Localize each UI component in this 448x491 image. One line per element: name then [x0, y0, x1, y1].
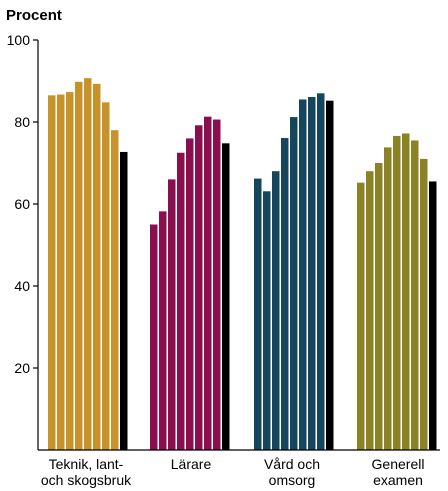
bar	[177, 152, 185, 450]
bar-group	[254, 93, 334, 451]
bar-group	[357, 133, 437, 451]
bar	[308, 96, 316, 451]
bar	[57, 94, 65, 450]
bar	[213, 119, 221, 450]
category-labels: Teknik, lant-och skogsbruk Lärare Vård och…	[41, 456, 425, 488]
y-tick-label: 40	[14, 278, 30, 294]
category-label: examen	[373, 472, 423, 488]
y-tick-label: 60	[14, 196, 30, 212]
bar	[102, 102, 110, 450]
bar	[420, 158, 428, 450]
y-unit-label: Procent	[6, 7, 62, 24]
bars	[48, 78, 437, 451]
bar	[384, 147, 392, 451]
bar	[366, 171, 374, 450]
bar	[66, 92, 74, 450]
bar-group	[150, 116, 230, 451]
bar	[48, 95, 56, 450]
category-label: och skogsbruk	[41, 472, 132, 488]
category-label: Vård och	[264, 456, 320, 472]
comparison-bar	[120, 151, 128, 450]
category-label: Teknik, lant-	[49, 456, 124, 472]
bar	[186, 138, 194, 450]
category-label: Lärare	[171, 456, 212, 472]
category-label: omsorg	[269, 472, 316, 488]
y-tick-label: 80	[14, 114, 30, 130]
bar	[150, 224, 158, 450]
bar	[168, 179, 176, 450]
bar	[317, 93, 325, 451]
y-tick-label: 100	[7, 32, 31, 48]
bar	[357, 182, 365, 450]
bar	[204, 116, 212, 451]
bar	[411, 140, 419, 450]
y-axis: 20 40 60 80 100	[7, 32, 39, 450]
bar	[290, 117, 298, 450]
bar	[75, 81, 83, 450]
comparison-bar	[222, 143, 230, 450]
bar	[375, 163, 383, 450]
bar	[84, 78, 92, 450]
bar	[159, 211, 167, 450]
comparison-bar	[326, 100, 334, 451]
bar	[393, 135, 401, 450]
bar-group	[48, 78, 128, 451]
comparison-bar	[429, 181, 437, 450]
bar	[111, 130, 119, 450]
bar	[195, 125, 203, 450]
bar	[254, 178, 262, 450]
category-label: Generell	[372, 456, 425, 472]
bar	[402, 133, 410, 451]
y-tick-label: 20	[14, 360, 30, 376]
bar	[272, 171, 280, 450]
bar	[299, 99, 307, 450]
bar	[93, 83, 101, 451]
bar	[263, 191, 271, 451]
bar	[281, 137, 289, 451]
